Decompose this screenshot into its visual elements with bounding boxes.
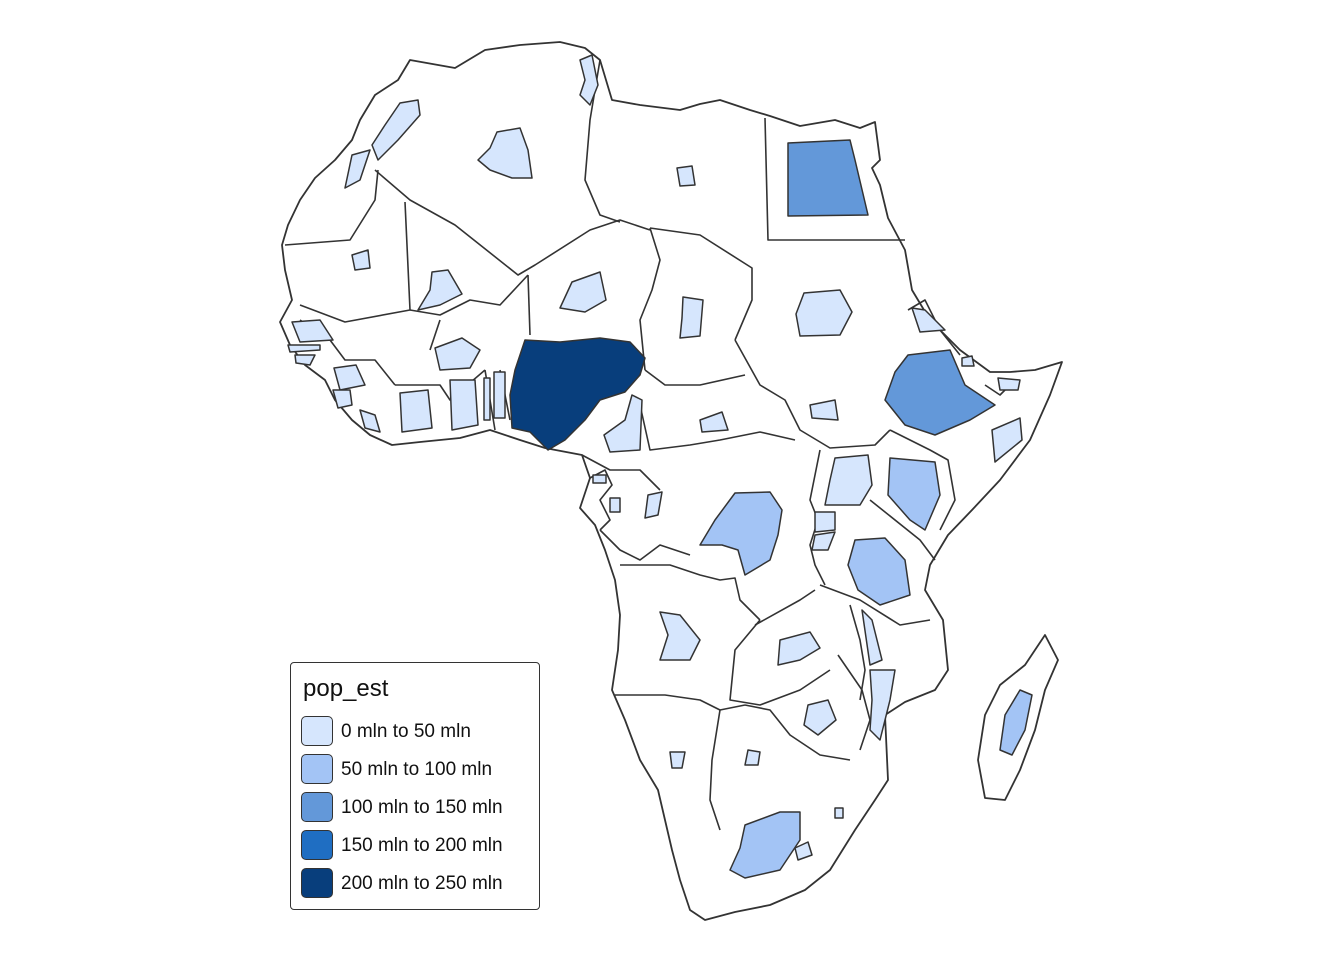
country-gabon: [609, 497, 621, 513]
legend-label: 100 mln to 150 mln: [341, 797, 503, 818]
legend-swatch: [301, 830, 333, 860]
country-uganda: [824, 454, 873, 506]
country-liberia: [359, 409, 381, 433]
country-lesotho: [794, 841, 813, 861]
country-south-sudan: [809, 399, 839, 421]
country-guinea-bissau: [294, 354, 316, 366]
legend-item: 200 mln to 250 mln: [301, 867, 539, 901]
country-madagascar: [999, 689, 1033, 756]
country-nigeria: [509, 337, 646, 451]
legend-swatch: [301, 754, 333, 784]
country-congo: [644, 491, 663, 519]
country-mauritania: [351, 249, 371, 271]
legend-label: 150 mln to 200 mln: [341, 835, 503, 856]
country-burkina-faso: [434, 337, 481, 371]
legend-swatch: [301, 868, 333, 898]
country-morocco: [371, 99, 421, 161]
legend-swatch: [301, 792, 333, 822]
country-botswana: [744, 749, 761, 766]
legend-label: 0 mln to 50 mln: [341, 721, 471, 742]
legend-item: 50 mln to 100 mln: [301, 753, 539, 787]
country-sudan: [795, 289, 853, 337]
country-dr-congo: [699, 491, 783, 576]
country-togo: [483, 377, 491, 421]
legend-title: pop_est: [303, 675, 389, 702]
legend-label: 50 mln to 100 mln: [341, 759, 493, 780]
country-car: [699, 411, 729, 433]
country-malawi: [861, 609, 883, 666]
legend-item: 0 mln to 50 mln: [301, 715, 539, 749]
country-niger: [559, 271, 607, 313]
country-western-sahara: [344, 149, 371, 189]
country-ethiopia: [884, 349, 996, 436]
country-ghana: [449, 379, 479, 431]
legend-item: 100 mln to 150 mln: [301, 791, 539, 825]
country-zambia: [777, 631, 821, 666]
country-ivory-coast: [399, 389, 433, 433]
country-eq-guinea: [592, 474, 607, 484]
country-libya: [676, 165, 696, 187]
legend-label: 200 mln to 250 mln: [341, 873, 503, 894]
legend-item: 150 mln to 200 mln: [301, 829, 539, 863]
country-mali: [417, 269, 463, 311]
country-south-africa: [729, 811, 801, 879]
country-gambia: [287, 344, 321, 353]
country-sierra-leone: [332, 389, 353, 409]
map-legend: pop_est 0 mln to 50 mln 50 mln to 100 ml…: [290, 662, 540, 910]
country-somalia: [991, 417, 1023, 463]
legend-swatch: [301, 716, 333, 746]
country-somaliland: [997, 377, 1021, 391]
country-djibouti: [961, 355, 975, 367]
continent-outline: [279, 41, 1063, 921]
country-rwanda: [814, 511, 836, 533]
country-egypt: [787, 139, 869, 217]
country-angola: [659, 611, 701, 661]
country-guinea: [333, 364, 366, 391]
country-tanzania: [847, 537, 911, 606]
country-algeria: [477, 127, 533, 179]
country-zimbabwe: [803, 699, 837, 736]
country-burundi: [811, 531, 836, 551]
country-kenya: [887, 457, 941, 531]
country-mozambique: [869, 669, 896, 741]
country-namibia: [669, 751, 686, 769]
country-chad: [679, 296, 704, 339]
country-senegal: [291, 319, 334, 343]
country-eritrea: [911, 307, 946, 333]
country-cameroon: [603, 394, 643, 453]
country-tunisia: [579, 54, 599, 106]
country-eswatini: [834, 807, 844, 819]
country-benin: [493, 371, 506, 419]
